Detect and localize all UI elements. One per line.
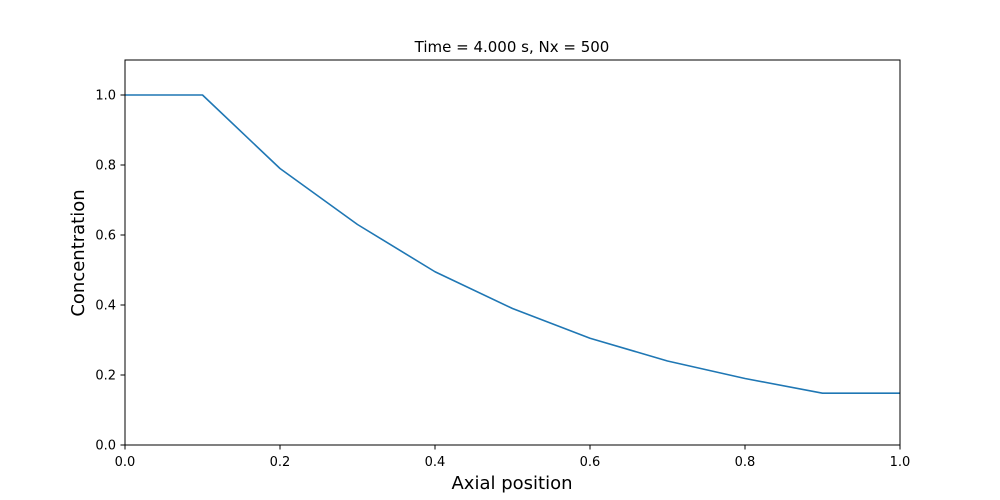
x-axis-title: Axial position — [451, 473, 572, 494]
plot-frame — [124, 59, 901, 446]
y-tick-label: 1.0 — [95, 89, 116, 104]
x-tick-label: 0.2 — [270, 455, 291, 470]
y-tick-label: 0.8 — [95, 159, 116, 174]
x-tick-label: 0.0 — [115, 455, 136, 470]
series-line — [125, 94, 900, 394]
x-tick-label: 0.4 — [425, 455, 446, 470]
plot-lines — [125, 94, 900, 394]
x-tick-label: 0.6 — [580, 455, 601, 470]
y-tick-label: 0.4 — [95, 299, 116, 314]
y-tick-label: 0.6 — [95, 229, 116, 244]
y-tick-label: 0.0 — [95, 439, 116, 454]
chart-title: Time = 4.000 s, Nx = 500 — [414, 38, 610, 56]
axis-ticks: 0.0 0.2 0.4 0.6 0.8 1.0 0.0 0.2 0.4 0.6 0.8 1.0 — [95, 89, 910, 471]
y-tick-label: 0.2 — [95, 369, 116, 384]
x-tick-label: 0.8 — [735, 455, 756, 470]
y-axis-title: Concentration — [68, 189, 89, 316]
x-tick-label: 1.0 — [890, 455, 911, 470]
